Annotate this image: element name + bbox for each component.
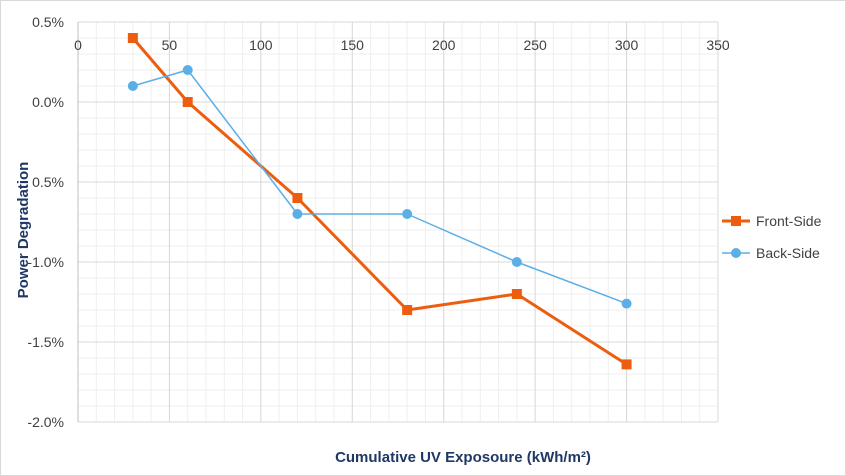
y-tick-label: 0.0% (32, 94, 64, 110)
data-point-square (511, 289, 522, 299)
x-tick-label: 350 (706, 37, 730, 53)
y-axis-ticks: 0.5% 0.0% 0.5% -1.0% -1.5% -2.0% (27, 14, 64, 430)
x-tick-label: 300 (615, 37, 639, 53)
y-tick-label: -1.5% (27, 334, 64, 350)
data-point-square (402, 305, 413, 315)
x-axis-ticks: 0 50 100 150 200 250 300 350 (74, 37, 730, 53)
y-axis-title: Power Degradation (15, 162, 32, 299)
axes (77, 22, 79, 422)
x-tick-label: 200 (432, 37, 456, 53)
data-point-circle (621, 298, 632, 309)
data-point-circle (127, 81, 138, 91)
series-line-back-side (132, 69, 627, 305)
data-point-square (621, 359, 632, 370)
data-point-circle (182, 65, 193, 75)
x-axis-title: Cumulative UV Exposoure (kWh/m²) (335, 449, 591, 466)
x-tick-label: 150 (341, 37, 365, 53)
data-point-circle (292, 209, 303, 219)
data-point-square (182, 97, 193, 107)
legend-marker-circle (731, 248, 741, 258)
y-tick-label: 0.5% (32, 174, 64, 190)
legend-marker-square (731, 216, 741, 226)
x-tick-label: 50 (162, 37, 178, 53)
series-layer (127, 33, 632, 370)
x-tick-label: 100 (249, 37, 273, 53)
y-tick-label: 0.5% (32, 14, 64, 30)
data-point-square (292, 193, 303, 203)
series-line-front-side (131, 37, 628, 366)
major-grid (77, 21, 719, 423)
y-tick-label: -1.0% (27, 254, 64, 270)
legend-label: Front-Side (756, 213, 822, 229)
legend: Front-Side Back-Side (722, 213, 822, 261)
data-point-circle (402, 209, 413, 219)
x-tick-label: 250 (523, 37, 547, 53)
y-tick-label: -2.0% (27, 414, 64, 430)
data-point-square (127, 33, 138, 43)
data-point-circle (511, 257, 522, 267)
x-tick-label: 0 (74, 37, 82, 53)
legend-label: Back-Side (756, 245, 820, 261)
